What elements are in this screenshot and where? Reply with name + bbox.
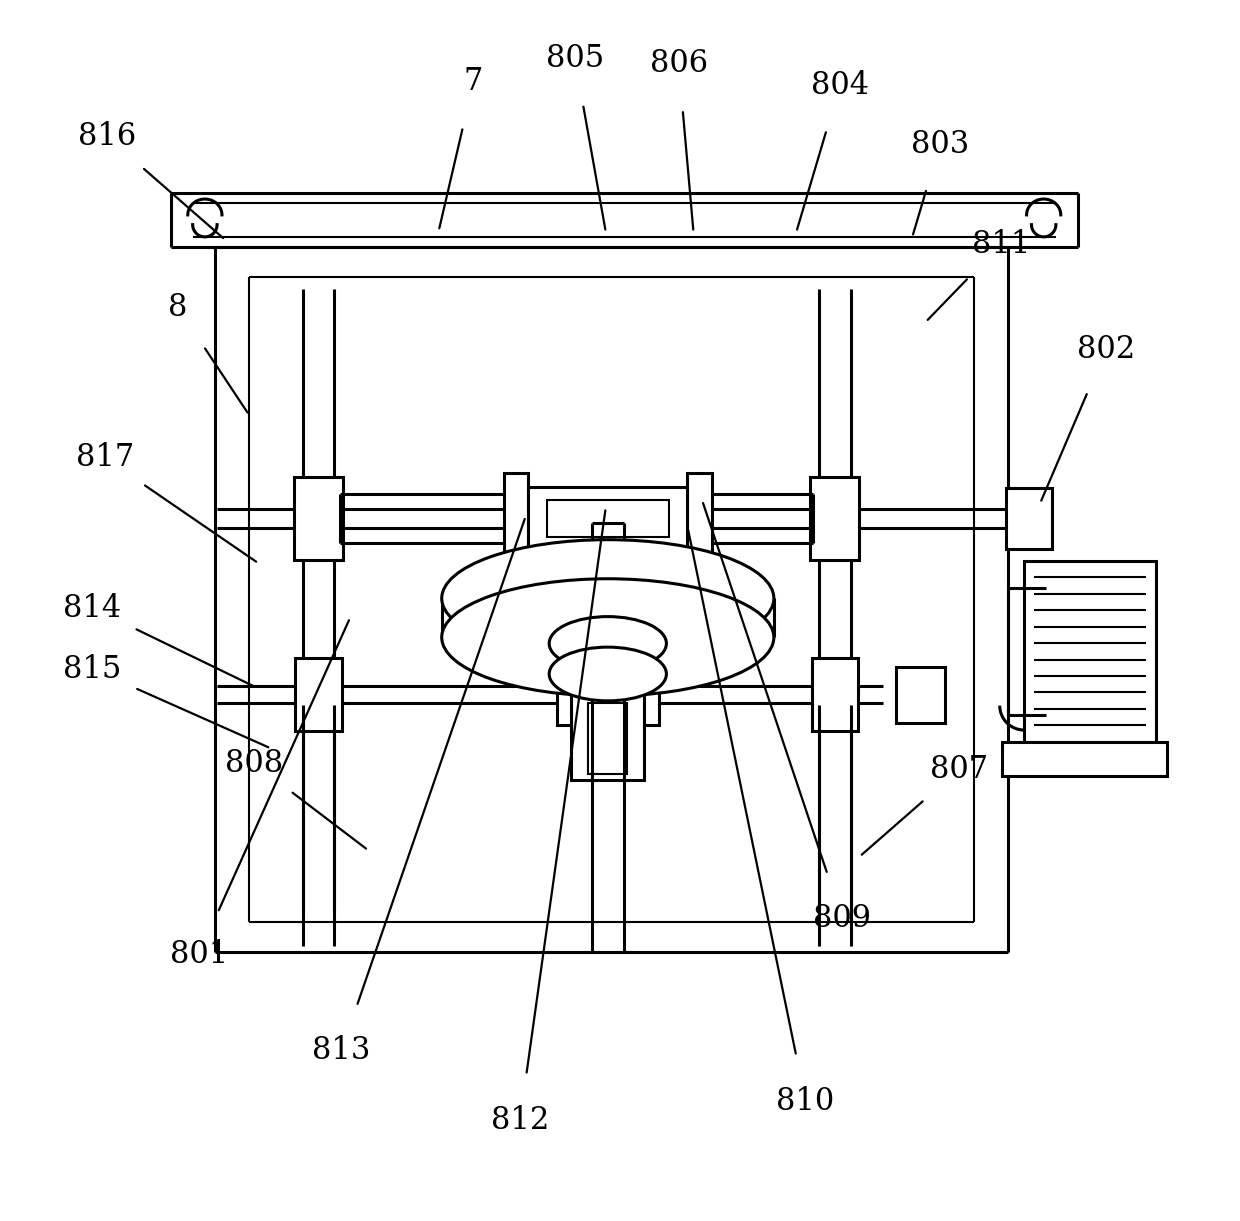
Bar <box>1006 488 1053 549</box>
Text: 813: 813 <box>312 1034 371 1066</box>
Text: 804: 804 <box>811 70 869 101</box>
Text: 805: 805 <box>546 43 604 74</box>
Bar <box>645 683 660 725</box>
Bar <box>572 664 645 780</box>
Text: 814: 814 <box>63 592 122 624</box>
Bar <box>547 501 668 537</box>
Text: 803: 803 <box>910 128 968 160</box>
Bar <box>588 703 627 774</box>
Ellipse shape <box>441 579 774 696</box>
Ellipse shape <box>441 540 774 657</box>
Text: 808: 808 <box>224 747 283 779</box>
Text: 811: 811 <box>972 228 1030 260</box>
Text: 817: 817 <box>76 442 134 474</box>
Text: 7: 7 <box>464 66 484 98</box>
Text: 8: 8 <box>169 292 187 324</box>
Bar <box>1024 562 1156 742</box>
Text: 809: 809 <box>813 902 872 934</box>
Bar <box>1002 742 1167 777</box>
Text: 812: 812 <box>491 1105 549 1137</box>
Bar <box>503 473 528 564</box>
Bar <box>528 487 687 551</box>
Text: 815: 815 <box>63 653 122 685</box>
Text: 816: 816 <box>78 121 136 153</box>
Bar <box>687 473 712 564</box>
Bar <box>897 667 945 723</box>
Ellipse shape <box>549 647 666 701</box>
Text: 801: 801 <box>170 939 228 971</box>
Ellipse shape <box>549 617 666 670</box>
Bar <box>295 658 341 731</box>
Text: 807: 807 <box>930 753 988 785</box>
Bar <box>557 683 572 725</box>
Text: 802: 802 <box>1076 333 1135 365</box>
Bar <box>294 477 342 560</box>
Bar <box>812 658 858 731</box>
Text: 810: 810 <box>776 1085 835 1117</box>
Bar <box>811 477 859 560</box>
Text: 806: 806 <box>650 48 708 79</box>
